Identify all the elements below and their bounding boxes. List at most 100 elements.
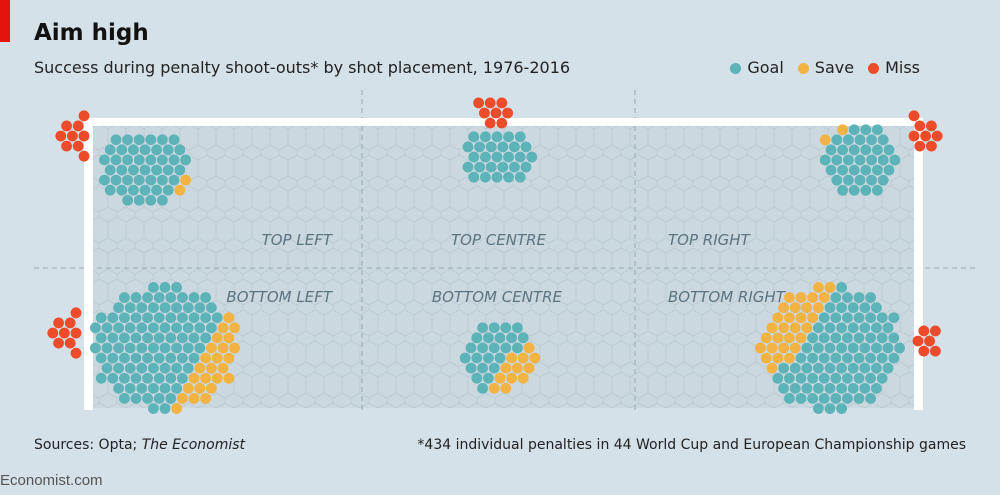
goal-dot — [148, 362, 159, 374]
save-dot — [206, 342, 217, 354]
goal-dot — [848, 164, 860, 176]
goal-dot — [789, 362, 801, 374]
save-dot — [180, 174, 192, 186]
goal-dot — [876, 332, 888, 344]
goal-dot — [95, 312, 107, 324]
goal-dot — [174, 144, 186, 156]
goal-dot — [148, 342, 159, 354]
goal-dot — [509, 141, 520, 153]
goal-dot — [119, 332, 130, 344]
goal-dot — [122, 134, 133, 146]
goal-dot — [784, 372, 795, 384]
save-dot — [500, 362, 512, 374]
goal-dot — [148, 282, 159, 293]
goal-dot — [871, 322, 882, 334]
source: Sources: Opta; The Economist — [34, 437, 246, 453]
goal-dot — [517, 332, 529, 344]
goal-dot — [865, 393, 876, 404]
goal-dot — [818, 352, 830, 364]
goal-dot — [830, 332, 842, 344]
goal-dot — [130, 393, 142, 404]
goal-dot — [107, 332, 119, 344]
goal-dot — [148, 382, 159, 394]
goal-dot — [165, 312, 177, 324]
goal-dot — [171, 362, 183, 374]
goal-dot — [491, 151, 503, 163]
goal-dot — [831, 154, 843, 166]
save-dot — [211, 332, 223, 344]
goal-dot — [843, 154, 854, 166]
goal-dot — [122, 194, 133, 206]
goal-dot — [177, 332, 188, 344]
save-dot — [194, 362, 206, 374]
goal-dot — [871, 302, 882, 314]
save-dot — [795, 292, 807, 303]
goal-dot — [165, 292, 177, 303]
goal-dot — [859, 302, 871, 314]
save-dot — [529, 352, 541, 364]
save-dot — [177, 393, 188, 404]
goal-dot — [165, 393, 177, 404]
save-dot — [801, 302, 813, 314]
goal-dot — [157, 134, 168, 146]
goal-dot — [127, 164, 139, 176]
goal-dot — [860, 184, 872, 196]
save-dot — [819, 134, 831, 146]
goal-dot — [153, 292, 165, 303]
goal-dot — [847, 322, 859, 334]
save-dot — [837, 124, 848, 136]
goal-dot — [471, 352, 483, 364]
goal-dot — [162, 184, 174, 196]
goal-dot — [866, 134, 877, 146]
goal-dot — [866, 154, 877, 166]
goal-dot — [813, 342, 824, 354]
goal-dot — [124, 382, 136, 394]
goal-dot — [842, 312, 853, 324]
goal-dot — [116, 144, 128, 156]
goal-dot — [477, 322, 488, 334]
miss-dot — [70, 347, 82, 359]
goal-dot — [188, 312, 200, 324]
goal-dot — [136, 322, 148, 334]
goal-dot — [104, 144, 116, 156]
goal-dot — [139, 164, 151, 176]
save-dot — [523, 342, 535, 354]
goal-dot — [872, 164, 883, 176]
goal-dot — [866, 174, 877, 186]
goal-dot — [171, 382, 183, 394]
goal-dot — [842, 292, 853, 303]
goal-dot — [162, 164, 174, 176]
goal-dot — [871, 342, 882, 354]
goal-dot — [883, 164, 895, 176]
goal-dot — [813, 322, 824, 334]
goal-dot — [824, 362, 836, 374]
miss-dot — [53, 337, 64, 349]
goal-dot — [488, 322, 500, 334]
goal-dot — [182, 302, 194, 314]
goal-dot — [168, 154, 180, 166]
goal-dot — [853, 393, 865, 404]
goal-dot — [836, 342, 847, 354]
goal-dot — [503, 171, 514, 183]
save-dot — [512, 362, 523, 374]
miss-dot — [53, 317, 64, 329]
save-dot — [766, 362, 778, 374]
goal-dot — [468, 171, 480, 183]
goal-dot — [853, 372, 865, 384]
goal-dot — [485, 141, 497, 153]
save-dot — [824, 282, 836, 293]
goal-dot — [99, 154, 110, 166]
goal-dot — [165, 332, 177, 344]
goal-dot — [509, 161, 520, 173]
goal-dot — [801, 342, 813, 354]
goal-dot — [485, 161, 497, 173]
goal-dot — [151, 164, 163, 176]
miss-dot — [484, 97, 496, 109]
save-dot — [223, 332, 235, 344]
goal-dot — [90, 342, 101, 354]
goal-dot — [497, 141, 509, 153]
goal-dot — [159, 302, 171, 314]
goal-dot — [514, 171, 526, 183]
goal-dot — [494, 332, 506, 344]
